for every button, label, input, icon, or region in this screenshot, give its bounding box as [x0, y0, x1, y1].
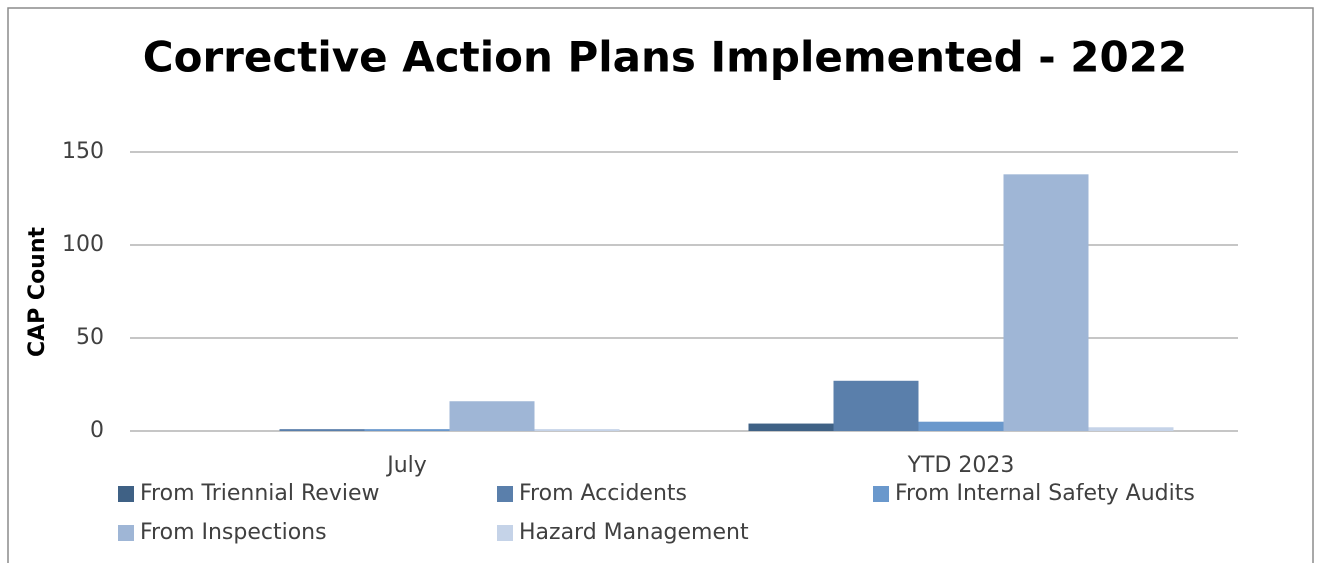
y-tick-label: 0: [90, 418, 104, 443]
bar: [1088, 427, 1174, 431]
legend-label: From Internal Safety Audits: [895, 481, 1195, 506]
y-tick-label: 100: [62, 232, 104, 257]
legend-swatch: [118, 486, 134, 502]
legend-label: From Accidents: [519, 481, 687, 506]
bar: [748, 423, 834, 431]
x-tick-label: YTD 2023: [907, 453, 1015, 478]
bar: [449, 401, 535, 431]
legend-label: From Triennial Review: [140, 481, 379, 506]
chart-frame: [7, 7, 1314, 563]
bar: [918, 421, 1004, 431]
bar: [364, 429, 450, 431]
x-tick-label: July: [385, 453, 427, 478]
bar: [833, 380, 919, 431]
legend-label: From Inspections: [140, 520, 327, 545]
legend-label: Hazard Management: [519, 520, 749, 545]
bar: [279, 429, 365, 431]
legend-swatch: [873, 486, 889, 502]
legend-swatch: [497, 525, 513, 541]
legend-swatch: [118, 525, 134, 541]
y-tick-label: 150: [62, 139, 104, 164]
bar: [534, 429, 620, 431]
y-axis-label: CAP Count: [25, 226, 50, 357]
y-tick-label: 50: [76, 325, 104, 350]
legend-swatch: [497, 486, 513, 502]
bar: [1003, 174, 1089, 431]
chart-title: Corrective Action Plans Implemented - 20…: [143, 33, 1187, 82]
